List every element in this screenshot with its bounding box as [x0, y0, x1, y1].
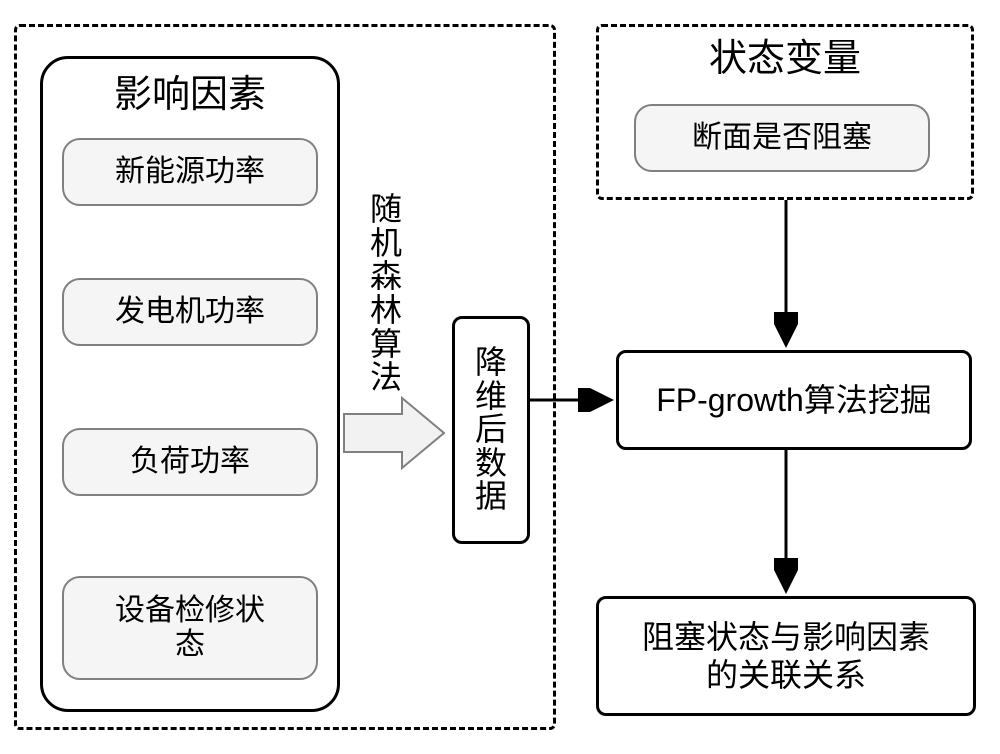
result-label: 阻塞状态与影响因素 的关联关系	[642, 618, 930, 695]
result-box: 阻塞状态与影响因素 的关联关系	[596, 596, 976, 716]
state-title: 状态变量	[599, 37, 971, 83]
state-pill: 断面是否阻塞	[634, 104, 930, 172]
factor-new-energy: 新能源功率	[62, 138, 318, 206]
factor-label: 新能源功率	[115, 155, 265, 190]
factor-label: 设备检修状 态	[115, 594, 265, 663]
factor-generator-power: 发电机功率	[62, 278, 318, 346]
arrow-state-to-fp	[774, 200, 798, 354]
factor-maintenance-state: 设备检修状 态	[62, 576, 318, 680]
influence-title: 影响因素	[43, 73, 337, 119]
fp-growth-label: FP-growth算法挖掘	[656, 381, 932, 419]
factor-label: 负荷功率	[130, 445, 250, 480]
factor-label: 发电机功率	[115, 295, 265, 330]
state-pill-label: 断面是否阻塞	[692, 121, 872, 156]
fp-growth-box: FP-growth算法挖掘	[616, 350, 972, 450]
diagram-root: 影响因素 新能源功率 发电机功率 负荷功率 设备检修状 态 随 机 森 林 算 …	[0, 0, 1000, 754]
block-arrow-icon	[342, 394, 448, 472]
random-forest-label: 随 机 森 林 算 法	[364, 184, 408, 404]
reduced-data-box: 降 维 后 数 据	[452, 316, 530, 544]
factor-load-power: 负荷功率	[62, 428, 318, 496]
arrow-fp-to-result	[774, 450, 798, 600]
arrow-reduced-to-fp	[530, 388, 620, 412]
